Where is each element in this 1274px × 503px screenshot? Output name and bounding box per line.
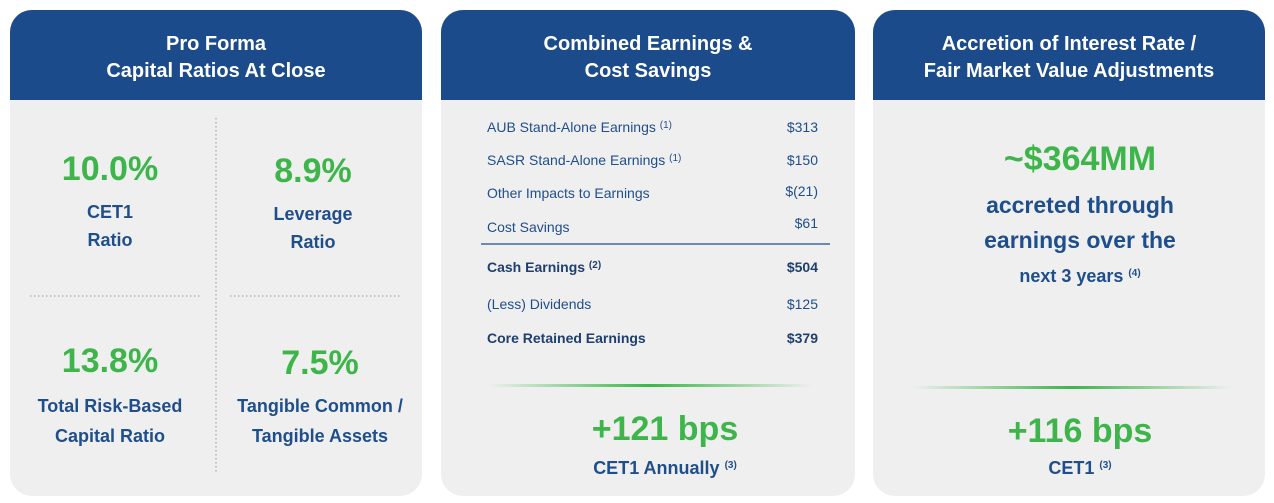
metric-label: Ratio: [291, 232, 336, 252]
footnote: (1): [660, 120, 672, 131]
row-label: Cash Earnings (2): [487, 259, 601, 275]
result-label-text: CET1 Annually: [593, 458, 719, 478]
result-value: +116 bps: [1008, 412, 1153, 450]
footnote: (1): [669, 153, 681, 164]
separator: [488, 384, 812, 387]
row-label-text: SASR Stand-Alone Earnings: [487, 152, 665, 168]
panel-title: Cost Savings: [585, 60, 712, 82]
footnote: (3): [1099, 460, 1111, 471]
row-value: $379: [787, 330, 818, 346]
panel-title: Pro Forma: [166, 33, 267, 55]
metric-value: 10.0%: [62, 150, 158, 188]
separator: [912, 386, 1232, 389]
result-label: CET1 (3): [1048, 458, 1111, 478]
panel-title: Capital Ratios At Close: [106, 60, 325, 82]
footnote: (4): [1128, 268, 1140, 279]
earnings-panel: [441, 10, 855, 496]
result-value: +121 bps: [592, 410, 738, 448]
row-label: (Less) Dividends: [487, 296, 591, 312]
metric-label: Tangible Common /: [237, 396, 403, 416]
row-label-text: AUB Stand-Alone Earnings: [487, 119, 656, 135]
row-label-text: Cash Earnings: [487, 259, 585, 275]
metric-label: Capital Ratio: [55, 426, 165, 446]
row-label: AUB Stand-Alone Earnings (1): [487, 119, 672, 135]
metric-label: Leverage: [273, 204, 352, 224]
row-value: $(21): [785, 183, 818, 199]
row-value: $313: [787, 119, 818, 135]
description: next 3 years (4): [1019, 266, 1140, 286]
row-value: $125: [787, 296, 818, 312]
metric-label: Total Risk-Based: [38, 396, 183, 416]
panel-title: Accretion of Interest Rate /: [942, 33, 1197, 55]
row-label: Core Retained Earnings: [487, 330, 646, 346]
description-text: next 3 years: [1019, 266, 1123, 286]
panel-header: [441, 10, 855, 100]
row-label: SASR Stand-Alone Earnings (1): [487, 152, 681, 168]
result-label: CET1 Annually (3): [593, 458, 737, 478]
row-label: Other Impacts to Earnings: [487, 185, 650, 201]
metric-label: Ratio: [88, 230, 133, 250]
row-label: Cost Savings: [487, 219, 569, 235]
panel-title: Combined Earnings &: [544, 33, 753, 55]
metric-value: 7.5%: [281, 344, 359, 382]
description: accreted through: [986, 192, 1174, 218]
metric-value: 13.8%: [62, 342, 158, 380]
result-label-text: CET1: [1048, 458, 1094, 478]
row-value: $61: [795, 215, 819, 231]
footnote: (2): [589, 260, 601, 271]
metric-value: 8.9%: [274, 152, 352, 190]
amount: ~$364MM: [1004, 140, 1156, 178]
metric-label: Tangible Assets: [252, 426, 388, 446]
panel-title: Fair Market Value Adjustments: [924, 60, 1214, 82]
accretion-panel: [873, 10, 1265, 496]
row-value: $150: [787, 152, 818, 168]
metric-label: CET1: [87, 202, 133, 222]
footnote: (3): [725, 460, 737, 471]
row-value: $504: [787, 259, 818, 275]
description: earnings over the: [984, 227, 1176, 253]
panel-header: [10, 10, 422, 100]
panel-header: [873, 10, 1265, 100]
